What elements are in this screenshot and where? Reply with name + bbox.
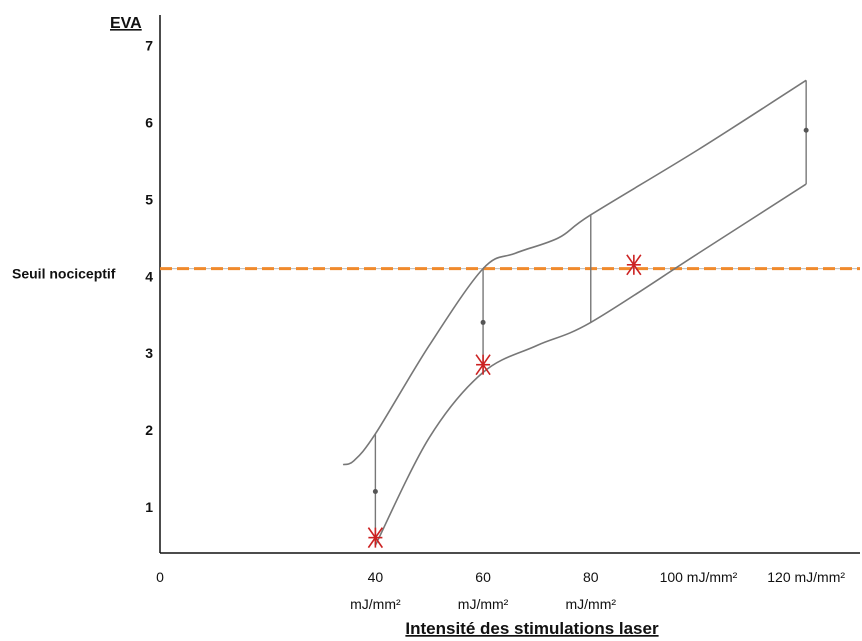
x-tick-label: 120 mJ/mm² xyxy=(767,569,845,585)
star-marker xyxy=(626,254,642,276)
threshold-label: Seuil nociceptif xyxy=(12,266,116,282)
star-marker xyxy=(475,354,491,376)
y-tick-label: 7 xyxy=(145,38,153,54)
x-tick-unit: mJ/mm² xyxy=(565,596,616,612)
x-tick-label: 0 xyxy=(156,569,164,585)
x-axis-title: Intensité des stimulations laser xyxy=(405,619,659,638)
upper-bound-curve xyxy=(342,79,807,466)
y-tick-label: 4 xyxy=(145,268,153,284)
x-tick-label: 60 xyxy=(475,569,491,585)
plot-area xyxy=(160,79,860,549)
y-tick-label: 3 xyxy=(145,345,153,361)
y-tick-label: 2 xyxy=(145,422,153,438)
y-tick-label: 6 xyxy=(145,115,153,131)
lower-bound-curve xyxy=(374,183,807,546)
x-tick-label: 80 xyxy=(583,569,599,585)
star-marker xyxy=(367,527,384,549)
y-tick-label: 1 xyxy=(145,499,153,515)
mean-point xyxy=(480,319,486,325)
y-axis-title: EVA xyxy=(110,15,142,32)
mean-point xyxy=(372,489,378,495)
x-tick-unit: mJ/mm² xyxy=(458,596,509,612)
mean-point xyxy=(803,127,809,133)
x-tick-label: 40 xyxy=(368,569,384,585)
x-tick-label: 100 mJ/mm² xyxy=(660,569,738,585)
x-tick-unit: mJ/mm² xyxy=(350,596,401,612)
y-tick-label: 5 xyxy=(145,191,153,207)
tick-labels: 1 2 3 4 5 6 7 0 40 mJ/mm² 60 mJ/mm² 80 mJ/mm² 100 mJ/m… xyxy=(145,38,845,612)
